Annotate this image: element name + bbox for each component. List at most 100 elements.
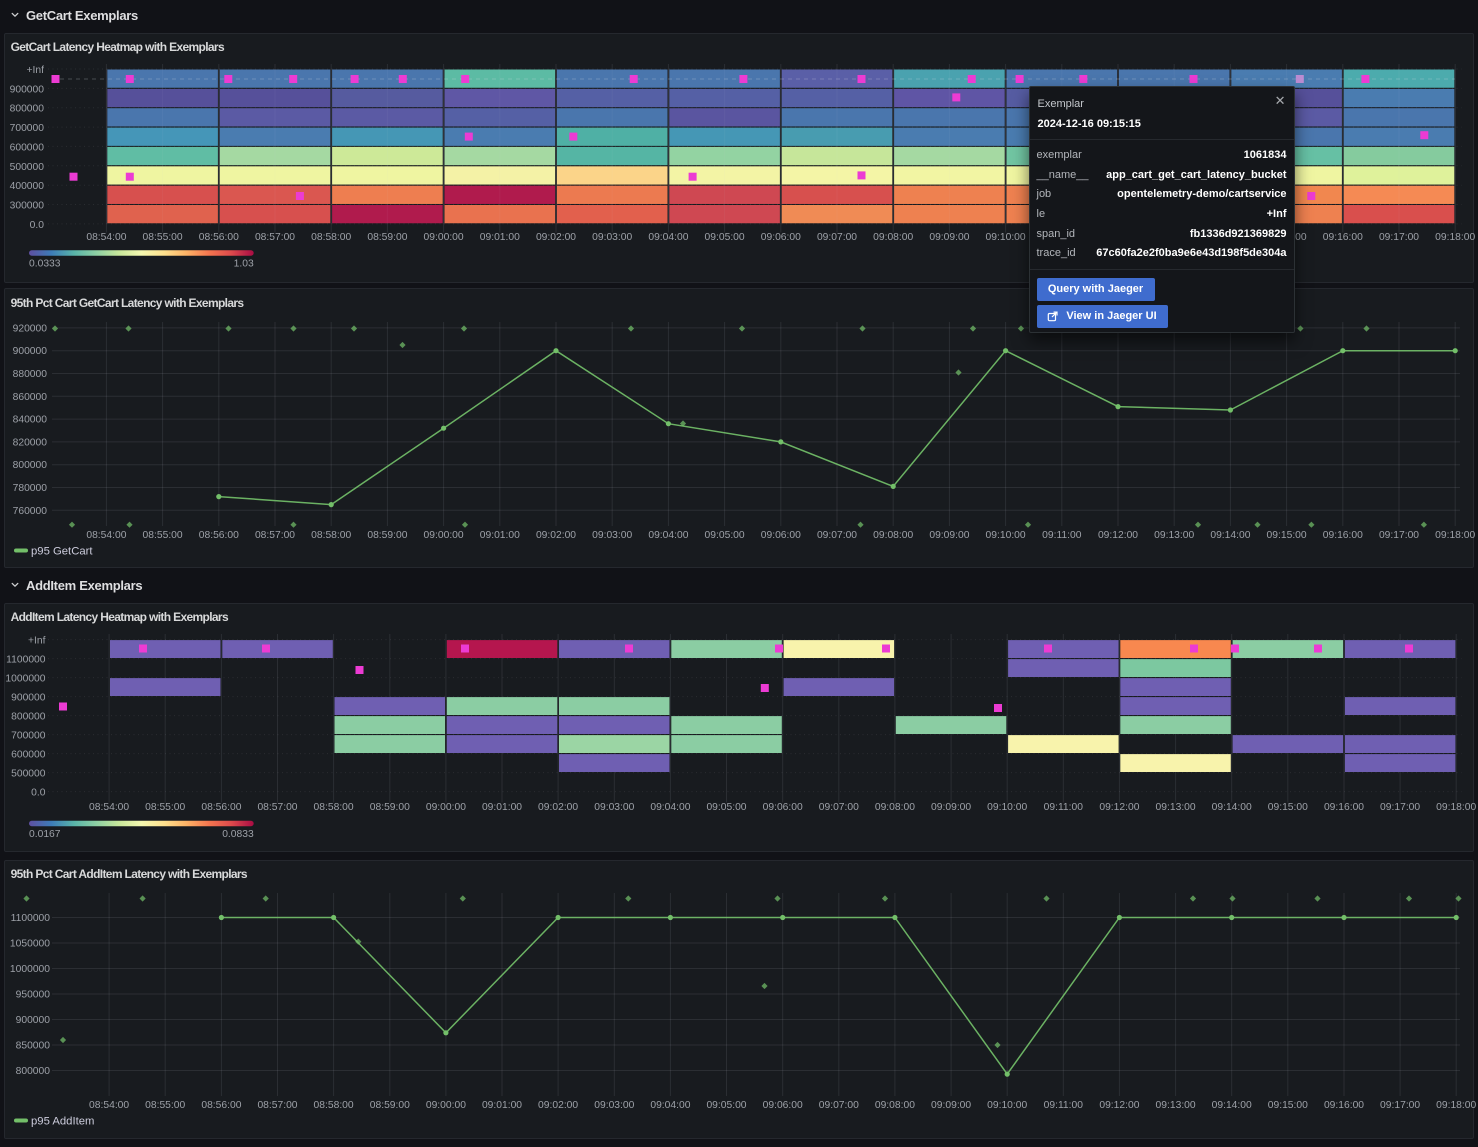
svg-text:09:05:00: 09:05:00	[706, 802, 746, 813]
svg-text:850000: 850000	[16, 1041, 51, 1052]
svg-text:09:10:00: 09:10:00	[987, 1100, 1027, 1111]
svg-text:500000: 500000	[11, 769, 46, 780]
svg-text:09:09:00: 09:09:00	[931, 802, 971, 813]
svg-text:08:59:00: 08:59:00	[370, 1100, 410, 1111]
svg-text:09:15:00: 09:15:00	[1267, 530, 1307, 541]
svg-text:09:10:00: 09:10:00	[987, 802, 1027, 813]
svg-text:09:13:00: 09:13:00	[1156, 1100, 1196, 1111]
svg-text:09:14:00: 09:14:00	[1212, 802, 1252, 813]
svg-text:09:07:00: 09:07:00	[817, 232, 857, 243]
svg-text:09:16:00: 09:16:00	[1323, 232, 1363, 243]
svg-text:09:18:00: 09:18:00	[1435, 232, 1475, 243]
svg-text:08:59:00: 08:59:00	[367, 232, 407, 243]
svg-text:840000: 840000	[13, 415, 48, 426]
svg-text:08:55:00: 08:55:00	[145, 802, 185, 813]
svg-text:09:12:00: 09:12:00	[1098, 530, 1138, 541]
svg-text:09:06:00: 09:06:00	[761, 530, 801, 541]
svg-text:09:01:00: 09:01:00	[482, 802, 522, 813]
svg-text:0.0833: 0.0833	[222, 829, 254, 840]
svg-text:800000: 800000	[13, 460, 48, 471]
svg-text:09:01:00: 09:01:00	[482, 1100, 522, 1111]
svg-text:09:01:00: 09:01:00	[480, 232, 520, 243]
svg-text:09:13:00: 09:13:00	[1154, 530, 1194, 541]
svg-text:08:57:00: 08:57:00	[257, 802, 297, 813]
svg-text:09:03:00: 09:03:00	[594, 802, 634, 813]
svg-text:820000: 820000	[13, 437, 48, 448]
svg-text:800000: 800000	[16, 1066, 51, 1077]
svg-text:09:08:00: 09:08:00	[875, 802, 915, 813]
svg-text:09:13:00: 09:13:00	[1156, 802, 1196, 813]
svg-text:08:56:00: 08:56:00	[201, 802, 241, 813]
svg-text:08:55:00: 08:55:00	[143, 530, 183, 541]
svg-text:09:16:00: 09:16:00	[1323, 530, 1363, 541]
svg-text:p95 AddItem: p95 AddItem	[31, 1116, 94, 1128]
svg-text:08:58:00: 08:58:00	[311, 530, 351, 541]
svg-text:08:58:00: 08:58:00	[314, 1100, 354, 1111]
svg-text:09:04:00: 09:04:00	[648, 530, 688, 541]
svg-text:09:02:00: 09:02:00	[536, 530, 576, 541]
svg-text:0.0167: 0.0167	[29, 829, 61, 840]
svg-text:900000: 900000	[16, 1015, 51, 1026]
svg-text:800000: 800000	[11, 712, 46, 723]
svg-text:08:58:00: 08:58:00	[311, 232, 351, 243]
svg-text:09:16:00: 09:16:00	[1324, 802, 1364, 813]
svg-text:08:54:00: 08:54:00	[89, 1100, 129, 1111]
svg-text:09:02:00: 09:02:00	[538, 1100, 578, 1111]
svg-text:09:09:00: 09:09:00	[929, 232, 969, 243]
svg-text:08:56:00: 08:56:00	[199, 530, 239, 541]
svg-text:09:00:00: 09:00:00	[426, 802, 466, 813]
svg-text:09:17:00: 09:17:00	[1379, 530, 1419, 541]
svg-text:09:06:00: 09:06:00	[761, 232, 801, 243]
svg-text:09:03:00: 09:03:00	[594, 1100, 634, 1111]
svg-text:900000: 900000	[10, 84, 45, 95]
svg-text:400000: 400000	[10, 181, 45, 192]
svg-text:09:11:00: 09:11:00	[1044, 802, 1084, 813]
svg-text:09:16:00: 09:16:00	[1324, 1100, 1364, 1111]
svg-text:09:18:00: 09:18:00	[1435, 530, 1475, 541]
svg-text:08:55:00: 08:55:00	[143, 232, 183, 243]
svg-text:08:54:00: 08:54:00	[86, 232, 126, 243]
svg-text:780000: 780000	[13, 483, 48, 494]
svg-text:600000: 600000	[10, 142, 45, 153]
svg-text:08:58:00: 08:58:00	[314, 802, 354, 813]
svg-text:09:15:00: 09:15:00	[1268, 1100, 1308, 1111]
svg-text:1000000: 1000000	[5, 674, 45, 685]
svg-text:08:55:00: 08:55:00	[145, 1100, 185, 1111]
svg-text:09:18:00: 09:18:00	[1436, 1100, 1476, 1111]
svg-text:09:10:00: 09:10:00	[986, 232, 1026, 243]
svg-text:09:01:00: 09:01:00	[480, 530, 520, 541]
svg-text:860000: 860000	[13, 392, 48, 403]
svg-text:09:10:00: 09:10:00	[986, 530, 1026, 541]
svg-text:09:14:00: 09:14:00	[1212, 1100, 1252, 1111]
svg-text:760000: 760000	[13, 506, 48, 517]
svg-text:1000000: 1000000	[10, 964, 50, 975]
svg-text:08:54:00: 08:54:00	[89, 802, 129, 813]
svg-text:09:00:00: 09:00:00	[424, 530, 464, 541]
svg-text:09:09:00: 09:09:00	[931, 1100, 971, 1111]
svg-text:09:06:00: 09:06:00	[763, 1100, 803, 1111]
svg-text:09:08:00: 09:08:00	[875, 1100, 915, 1111]
svg-text:09:11:00: 09:11:00	[1044, 1100, 1084, 1111]
svg-text:+Inf: +Inf	[28, 636, 46, 647]
svg-text:900000: 900000	[13, 346, 48, 357]
svg-text:09:15:00: 09:15:00	[1268, 802, 1308, 813]
svg-text:09:14:00: 09:14:00	[1210, 530, 1250, 541]
svg-text:09:04:00: 09:04:00	[650, 1100, 690, 1111]
svg-text:1050000: 1050000	[10, 939, 50, 950]
svg-text:09:07:00: 09:07:00	[817, 530, 857, 541]
svg-text:08:54:00: 08:54:00	[86, 530, 126, 541]
svg-text:09:02:00: 09:02:00	[536, 232, 576, 243]
svg-text:08:57:00: 08:57:00	[255, 232, 295, 243]
svg-text:+Inf: +Inf	[27, 65, 45, 76]
svg-text:600000: 600000	[11, 750, 46, 761]
svg-text:09:17:00: 09:17:00	[1379, 232, 1419, 243]
svg-text:09:00:00: 09:00:00	[426, 1100, 466, 1111]
svg-text:08:59:00: 08:59:00	[367, 530, 407, 541]
svg-text:08:56:00: 08:56:00	[199, 232, 239, 243]
svg-text:09:05:00: 09:05:00	[705, 232, 745, 243]
svg-text:09:11:00: 09:11:00	[1042, 530, 1082, 541]
svg-text:09:03:00: 09:03:00	[592, 232, 632, 243]
svg-text:09:09:00: 09:09:00	[929, 530, 969, 541]
svg-text:300000: 300000	[10, 201, 45, 212]
svg-text:1100000: 1100000	[6, 655, 46, 666]
